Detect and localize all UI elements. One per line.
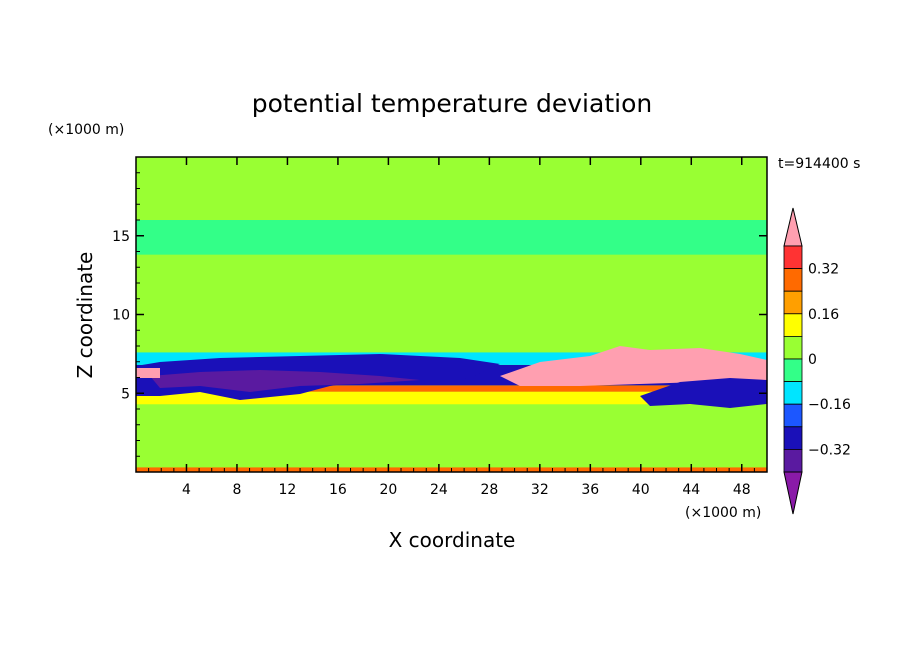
colorbar-swatch xyxy=(783,448,803,473)
time-label: t=914400 s xyxy=(778,156,860,172)
warm-edge-west xyxy=(136,368,160,378)
band-6 xyxy=(136,254,767,353)
colorbar-label: −0.16 xyxy=(808,397,851,413)
band-8 xyxy=(136,157,767,220)
x-tick-label: 4 xyxy=(182,482,191,498)
band-2 xyxy=(136,391,767,405)
x-tick-label: 12 xyxy=(279,482,297,498)
y-tick-label: 15 xyxy=(112,229,130,245)
temperature-bands xyxy=(136,157,767,472)
colorbar-swatch xyxy=(783,381,803,405)
x-tick-label: 8 xyxy=(232,482,241,498)
band-7 xyxy=(136,220,767,255)
colorbar-swatch xyxy=(783,335,803,360)
x-tick-label: 32 xyxy=(531,482,549,498)
x-tick-label: 48 xyxy=(733,482,751,498)
plot-area xyxy=(136,157,767,472)
colorbar-swatch xyxy=(783,403,803,428)
x-axis-label: X coordinate xyxy=(389,528,516,552)
colorbar-swatch xyxy=(783,313,803,337)
colorbar-label: 0 xyxy=(808,352,817,368)
colorbar-label: 0.32 xyxy=(808,262,839,278)
y-tick-label: 5 xyxy=(121,386,130,402)
warm-anomaly-east xyxy=(500,346,767,386)
colorbar-swatch xyxy=(783,245,803,270)
x-tick-label: 16 xyxy=(329,482,347,498)
colorbar-label: −0.32 xyxy=(808,442,851,458)
x-tick-label: 28 xyxy=(480,482,498,498)
x-tick-label: 24 xyxy=(430,482,448,498)
x-tick-label: 40 xyxy=(632,482,650,498)
colorbar: 0.32 0.16 0 −0.16 −0.32 xyxy=(783,207,851,515)
colorbar-extend-top xyxy=(783,207,803,247)
colorbar-swatch xyxy=(783,268,803,292)
band-1 xyxy=(136,404,767,468)
x-tick-label: 44 xyxy=(682,482,700,498)
cold-anomaly-east xyxy=(640,378,767,408)
y-axis-label: Z coordinate xyxy=(73,252,97,379)
colorbar-swatch xyxy=(783,290,803,315)
colorbar-label: 0.16 xyxy=(808,307,839,323)
x-unit-label: (×1000 m) xyxy=(685,505,761,521)
y-unit-label: (×1000 m) xyxy=(48,122,124,138)
y-axis: 5 10 15 xyxy=(112,172,767,457)
very-cold-anomaly-west xyxy=(150,370,420,392)
band-3 xyxy=(136,385,767,392)
colorbar-swatch xyxy=(783,426,803,450)
x-axis: 4 8 12 16 20 24 28 32 36 40 44 48 xyxy=(148,157,755,498)
x-tick-label: 36 xyxy=(581,482,599,498)
x-tick-label: 20 xyxy=(379,482,397,498)
chart-title: potential temperature deviation xyxy=(252,89,652,118)
colorbar-swatch xyxy=(783,358,803,383)
colorbar-extend-bottom xyxy=(783,471,803,515)
y-tick-label: 10 xyxy=(112,308,130,324)
